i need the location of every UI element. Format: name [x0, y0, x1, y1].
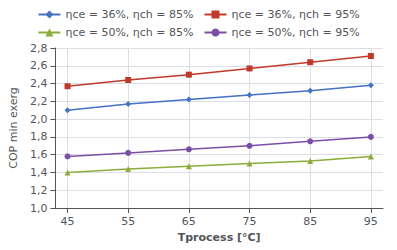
- svg-text:55: 55: [121, 215, 135, 228]
- svg-text:ηce = 50%, ηch = 85%: ηce = 50%, ηch = 85%: [65, 26, 193, 39]
- svg-text:ηce = 36%, ηch = 95%: ηce = 36%, ηch = 95%: [232, 8, 360, 21]
- svg-text:ηce = 50%, ηch = 95%: ηce = 50%, ηch = 95%: [232, 26, 360, 39]
- svg-text:2,6: 2,6: [30, 59, 48, 72]
- svg-text:65: 65: [182, 215, 196, 228]
- svg-text:COP min exerg: COP min exerg: [7, 87, 20, 169]
- svg-text:1,0: 1,0: [30, 202, 48, 215]
- svg-text:2,4: 2,4: [30, 77, 48, 90]
- svg-text:85: 85: [303, 215, 317, 228]
- svg-text:45: 45: [61, 215, 75, 228]
- svg-text:2,2: 2,2: [30, 95, 48, 108]
- svg-text:1,6: 1,6: [30, 148, 48, 161]
- svg-text:75: 75: [243, 215, 257, 228]
- svg-text:95: 95: [364, 215, 378, 228]
- svg-text:Tprocess [°C]: Tprocess [°C]: [178, 231, 261, 244]
- svg-text:1,8: 1,8: [30, 130, 48, 143]
- svg-text:1,2: 1,2: [30, 184, 48, 197]
- svg-text:ηce = 36%, ηch = 85%: ηce = 36%, ηch = 85%: [65, 8, 193, 21]
- svg-text:1,4: 1,4: [30, 166, 48, 179]
- svg-text:2,8: 2,8: [30, 42, 48, 55]
- svg-text:2,0: 2,0: [30, 113, 48, 126]
